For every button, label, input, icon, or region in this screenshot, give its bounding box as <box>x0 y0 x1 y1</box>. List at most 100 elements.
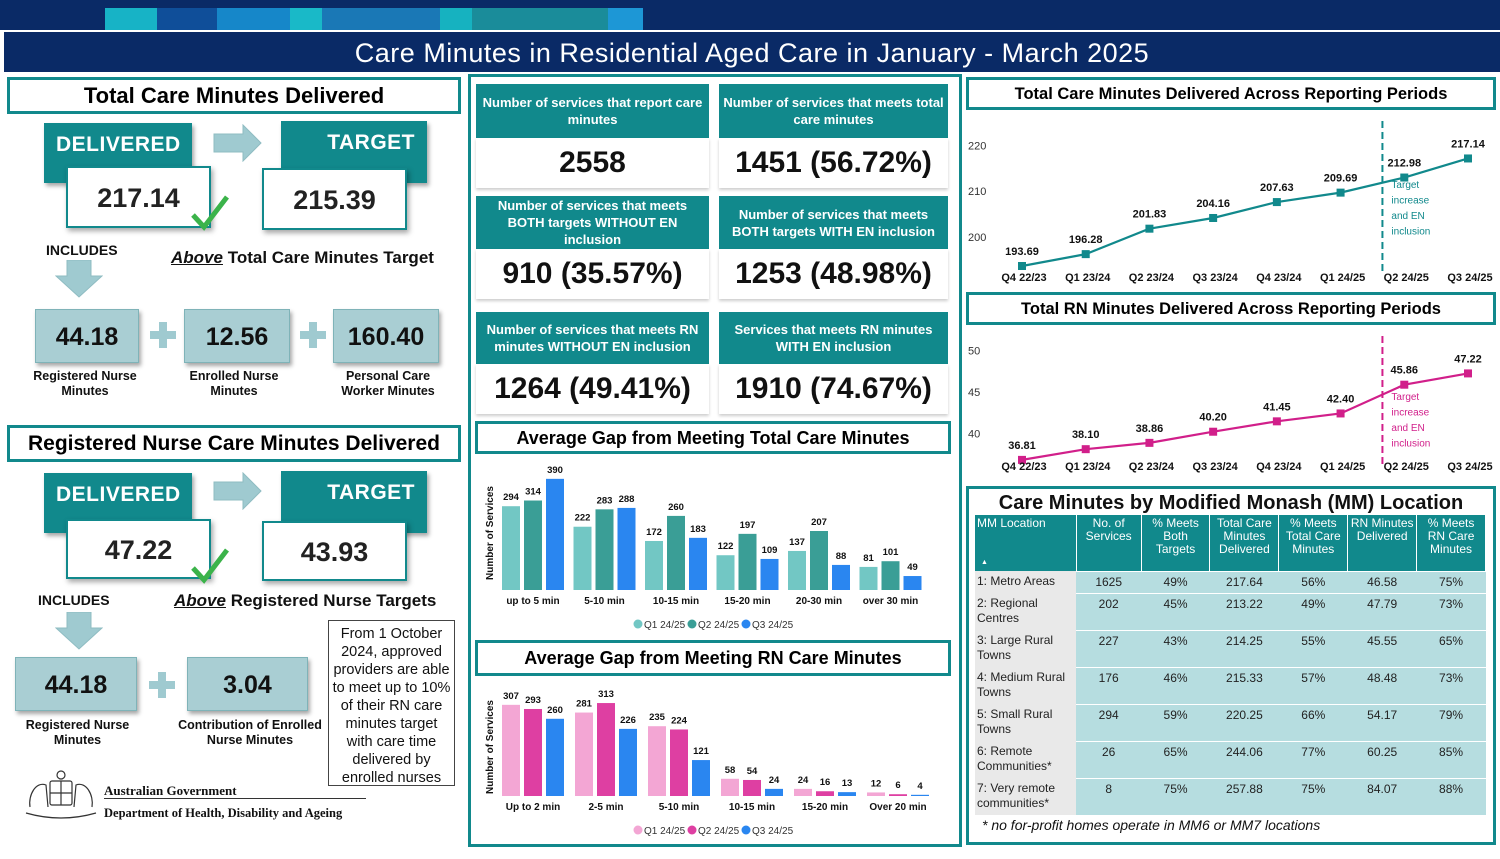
data-label: 212.98 <box>1387 158 1421 170</box>
bar <box>689 537 707 590</box>
bar-label: 4 <box>917 781 923 792</box>
table-footnote: * no for-profit homes operate in MM6 or … <box>982 817 1321 833</box>
x-tick-label: Q1 23/24 <box>1065 272 1111 284</box>
x-tick-label: Q1 24/25 <box>1320 272 1365 284</box>
sort-ascending-icon[interactable]: ▲ <box>981 559 988 566</box>
includes-label: INCLUDES <box>38 592 110 608</box>
total-gap-chart-title: Average Gap from Meeting Total Care Minu… <box>475 421 951 454</box>
location-cell: 4: Medium Rural Towns <box>975 667 1077 704</box>
data-point <box>1209 213 1218 222</box>
series-line <box>1021 372 1469 461</box>
bar-label: 109 <box>762 545 778 556</box>
bar-label: 101 <box>883 547 900 558</box>
top-color-strip <box>0 0 1500 30</box>
data-label: 196.28 <box>1069 234 1103 246</box>
en-contribution-label: Contribution of Enrolled Nurse Minutes <box>178 718 322 747</box>
legend-marker <box>687 619 697 629</box>
category-label: 10-15 min <box>729 802 775 813</box>
bar <box>911 794 929 796</box>
bar-label: 281 <box>576 699 593 710</box>
value-cell: 79% <box>1416 703 1486 741</box>
x-tick-label: Q3 23/24 <box>1193 461 1239 473</box>
bar-label: 12 <box>871 778 882 789</box>
bar-label: 222 <box>575 513 591 524</box>
x-tick-label: Q3 24/25 <box>1447 461 1492 473</box>
column-header[interactable]: % Meets Total Care Minutes <box>1278 515 1349 571</box>
above-rest: Total Care Minutes Target <box>227 248 434 267</box>
bar-label: 137 <box>789 537 805 548</box>
value-cell: 46% <box>1141 666 1210 704</box>
kpi-value-2: 1451 (56.72%) <box>719 138 948 188</box>
government-divider <box>104 798 366 799</box>
above-rest: Registered Nurse Targets <box>230 591 437 610</box>
bar-label: 288 <box>619 494 635 505</box>
annotation-text: inclusion <box>1391 439 1430 450</box>
bar-label: 24 <box>798 775 809 786</box>
value-cell: 214.25 <box>1209 629 1279 667</box>
value-cell: 47.79 <box>1347 592 1417 630</box>
value-cell: 48.48 <box>1347 666 1417 704</box>
x-tick-label: Q2 23/24 <box>1129 272 1175 284</box>
category-label: 2-5 min <box>588 802 623 813</box>
column-header[interactable]: RN Minutes Delivered <box>1347 515 1418 571</box>
category-label: 5-10 min <box>584 596 625 607</box>
value-cell: 202 <box>1076 592 1142 630</box>
value-cell: 57% <box>1278 666 1348 704</box>
data-point <box>1081 250 1090 259</box>
rn-minutes-label: Registered Nurse Minutes <box>33 369 137 398</box>
bar <box>524 708 542 796</box>
bar-label: 197 <box>740 520 756 531</box>
bar <box>859 566 878 590</box>
data-point <box>1400 173 1409 182</box>
total-care-line-chart: 200 210 220 Target increase and EN inclusion 19… <box>968 121 1493 284</box>
bar <box>721 778 739 796</box>
bar-label: 314 <box>525 487 542 498</box>
data-point <box>1018 262 1026 271</box>
series-line <box>1021 157 1469 268</box>
column-header[interactable]: No. of Services <box>1076 515 1142 571</box>
value-cell: 46.58 <box>1347 570 1417 593</box>
bar <box>595 509 614 590</box>
rn-delivered-value: 47.22 <box>66 519 211 579</box>
x-tick-label: Q1 23/24 <box>1065 461 1111 473</box>
table-row: 4: Medium Rural Towns 176 46% 215.33 57% 48.4… <box>975 666 1486 704</box>
value-cell: 75% <box>1278 777 1348 815</box>
bar-label: 13 <box>842 778 853 789</box>
bar <box>881 561 900 590</box>
data-point <box>1336 409 1345 418</box>
y-tick-label: 200 <box>968 232 986 244</box>
bar <box>597 703 615 796</box>
column-header[interactable]: % Meets RN Care Minutes <box>1416 515 1486 571</box>
data-point <box>1272 198 1281 207</box>
bar <box>619 728 637 796</box>
legend-marker <box>633 825 643 835</box>
data-label: 36.81 <box>1008 440 1036 452</box>
bar <box>903 576 922 590</box>
data-label: 207.63 <box>1260 182 1294 194</box>
value-cell: 257.88 <box>1209 777 1279 815</box>
column-header[interactable]: MM Location ▲ <box>975 515 1077 571</box>
target-label: TARGET <box>327 481 415 504</box>
bar-label: 260 <box>547 705 563 716</box>
column-header[interactable]: Total Care Minutes Delivered <box>1209 515 1280 571</box>
value-cell: 66% <box>1278 703 1348 741</box>
value-cell: 85% <box>1416 740 1486 778</box>
bar-label: 224 <box>671 715 688 726</box>
value-cell: 227 <box>1076 629 1142 667</box>
data-point <box>1209 427 1218 436</box>
total-care-header: Total Care Minutes Delivered <box>7 77 461 114</box>
value-cell: 26 <box>1076 740 1142 778</box>
column-header-label: MM Location <box>977 516 1046 530</box>
data-label: 201.83 <box>1133 209 1167 221</box>
data-label: 38.86 <box>1136 423 1164 435</box>
target-label: TARGET <box>327 131 415 154</box>
bar-label: 307 <box>503 691 519 702</box>
column-header[interactable]: % Meets Both Targets <box>1141 515 1211 571</box>
category-label: 5-10 min <box>659 802 700 813</box>
delivered-label: DELIVERED <box>56 483 181 506</box>
value-cell: 8 <box>1076 777 1142 815</box>
table-row: 5: Small Rural Towns 294 59% 220.25 66% 54.17… <box>975 703 1486 741</box>
bar <box>617 507 636 590</box>
category-label: 15-20 min <box>724 596 770 607</box>
bar-label: 16 <box>820 777 831 788</box>
